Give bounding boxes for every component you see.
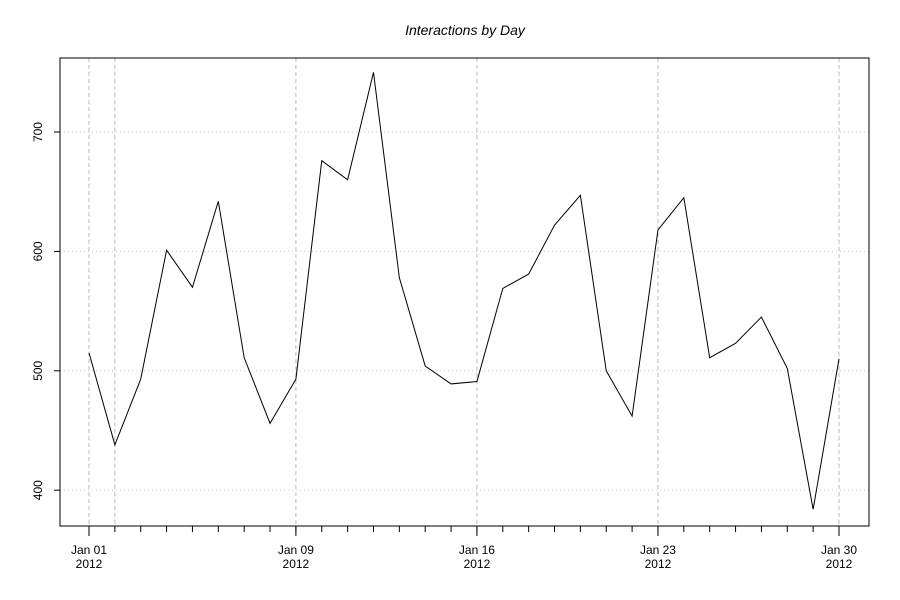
- x-tick-year-label: 2012: [76, 557, 103, 571]
- x-tick-year-label: 2012: [826, 557, 853, 571]
- x-tick-label: Jan 01: [71, 543, 107, 557]
- x-tick-label: Jan 30: [821, 543, 857, 557]
- x-tick-label: Jan 23: [640, 543, 676, 557]
- chart-title: Interactions by Day: [405, 22, 526, 38]
- y-tick-label: 700: [31, 122, 45, 142]
- y-tick-label: 600: [31, 241, 45, 261]
- y-tick-label: 400: [31, 480, 45, 500]
- x-tick-year-label: 2012: [283, 557, 310, 571]
- series-line: [88, 72, 840, 510]
- grid-layer: [60, 58, 869, 526]
- series-layer: [88, 72, 840, 510]
- axis-layer: [54, 131, 840, 536]
- y-tick-label: 500: [31, 360, 45, 380]
- x-tick-label: Jan 16: [459, 543, 495, 557]
- x-tick-year-label: 2012: [464, 557, 491, 571]
- plot-frame: [59, 57, 870, 527]
- x-tick-label: Jan 09: [278, 543, 314, 557]
- x-tick-year-label: 2012: [645, 557, 672, 571]
